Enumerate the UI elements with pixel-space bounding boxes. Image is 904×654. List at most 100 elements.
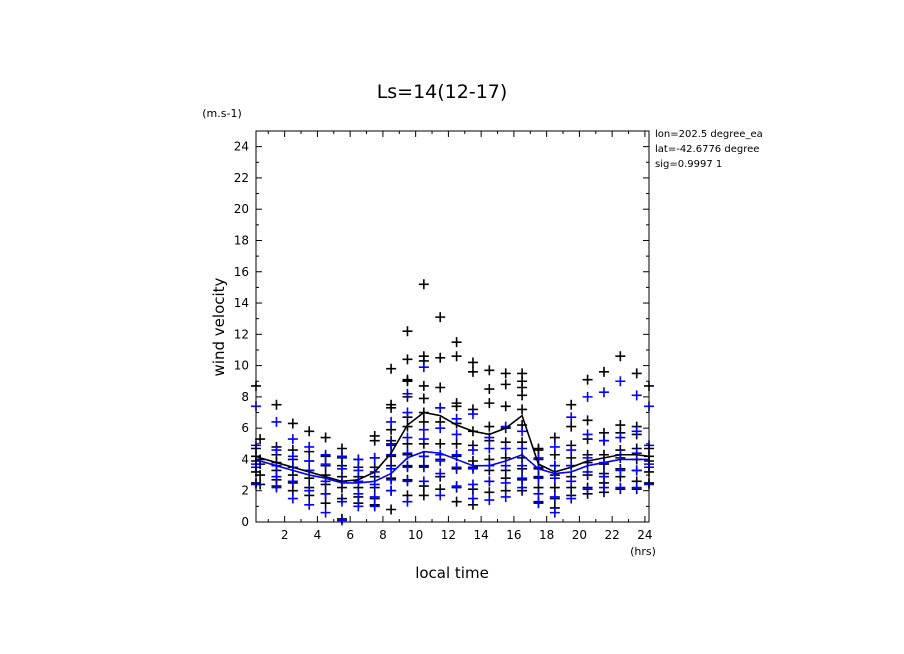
scatter-point [320, 449, 331, 460]
scatter-point [598, 471, 609, 482]
scatter-point [386, 463, 397, 474]
scatter-point [582, 374, 593, 385]
scatter-point [435, 402, 446, 413]
scatter-point [549, 432, 560, 443]
x-tick-label: 2 [281, 528, 289, 542]
scatter-point [517, 473, 528, 484]
scatter-point [435, 490, 446, 501]
scatter-point [271, 471, 282, 482]
scatter-point [549, 473, 560, 484]
scatter-point [500, 491, 511, 502]
scatter-point [549, 482, 560, 493]
scatter-point [467, 409, 478, 420]
y-tick-label: 14 [234, 296, 249, 310]
scatter-point [582, 415, 593, 426]
scatter-point [484, 495, 495, 506]
scatter-point [402, 376, 413, 387]
info-line: sig=0.9997 1 [655, 159, 722, 170]
scatter-point [418, 393, 429, 404]
scatter-point [418, 434, 429, 445]
scatter-point [386, 438, 397, 449]
x-tick-label: 12 [441, 528, 456, 542]
scatter-point [402, 476, 413, 487]
chart-title: Ls=14(12-17) [377, 81, 508, 103]
scatter-point [500, 379, 511, 390]
scatter-point [402, 388, 413, 399]
scatter-point [402, 407, 413, 418]
y-tick-label: 4 [241, 452, 249, 466]
scatter-point [517, 482, 528, 493]
scatter-point [271, 399, 282, 410]
scatter-point [435, 382, 446, 393]
y-tick-label: 12 [234, 327, 249, 341]
scatter-point [435, 423, 446, 434]
scatter-point [549, 491, 560, 502]
scatter-point [566, 412, 577, 423]
scatter-point [582, 466, 593, 477]
scatter-point [615, 482, 626, 493]
scatter-point [435, 312, 446, 323]
y-axis-title: wind velocity [210, 277, 228, 376]
scatter-point [402, 462, 413, 473]
scatter-point [484, 398, 495, 409]
scatter-point [402, 448, 413, 459]
scatter-point [304, 456, 315, 467]
scatter-point [500, 401, 511, 412]
scatter-point [549, 460, 560, 471]
scatter-point [517, 404, 528, 415]
scatter-point [467, 357, 478, 368]
scatter-point [418, 279, 429, 290]
scatter-point [517, 460, 528, 471]
scatter-point [451, 438, 462, 449]
scatter-point [418, 362, 429, 373]
scatter-point [517, 426, 528, 437]
scatter-point [467, 366, 478, 377]
scatter-point [353, 488, 364, 499]
scatter-point [533, 488, 544, 499]
scatter-point [533, 452, 544, 463]
scatter-point [336, 463, 347, 474]
scatter-point [320, 498, 331, 509]
scatter-point [566, 476, 577, 487]
scatter-point [582, 484, 593, 495]
scatter-point [353, 501, 364, 512]
scatter-point [418, 476, 429, 487]
scatter-point [336, 515, 347, 526]
scatter-point [631, 465, 642, 476]
scatter-point [500, 460, 511, 471]
scatter-point [533, 473, 544, 484]
scatter-point [320, 507, 331, 518]
scatter-point [320, 459, 331, 470]
x-tick-label: 14 [474, 528, 489, 542]
scatter-point [615, 376, 626, 387]
scatter-point [582, 391, 593, 402]
scatter-point [304, 499, 315, 510]
scatter-point [631, 368, 642, 379]
scatter-point [386, 416, 397, 427]
x-tick-label: 24 [637, 528, 652, 542]
scatter-point [369, 491, 380, 502]
scatter-point [402, 432, 413, 443]
x-tick-label: 8 [379, 528, 387, 542]
scatter-point [517, 390, 528, 401]
y-tick-label: 20 [234, 202, 249, 216]
scatter-point [435, 468, 446, 479]
scatter-point [402, 496, 413, 507]
x-tick-label: 20 [572, 528, 587, 542]
scatter-point [549, 441, 560, 452]
y-tick-label: 8 [241, 390, 249, 404]
scatter-point [304, 426, 315, 437]
scatter-point [566, 493, 577, 504]
y-tick-label: 0 [241, 515, 249, 529]
x-tick-label: 18 [539, 528, 554, 542]
scatter-point [598, 435, 609, 446]
scatter-point [287, 418, 298, 429]
y-tick-label: 24 [234, 140, 249, 154]
y-tick-label: 16 [234, 265, 249, 279]
scatter-point [255, 470, 266, 481]
scatter-point [320, 432, 331, 443]
scatter-point [533, 498, 544, 509]
scatter-point [451, 337, 462, 348]
scatter-point [386, 485, 397, 496]
